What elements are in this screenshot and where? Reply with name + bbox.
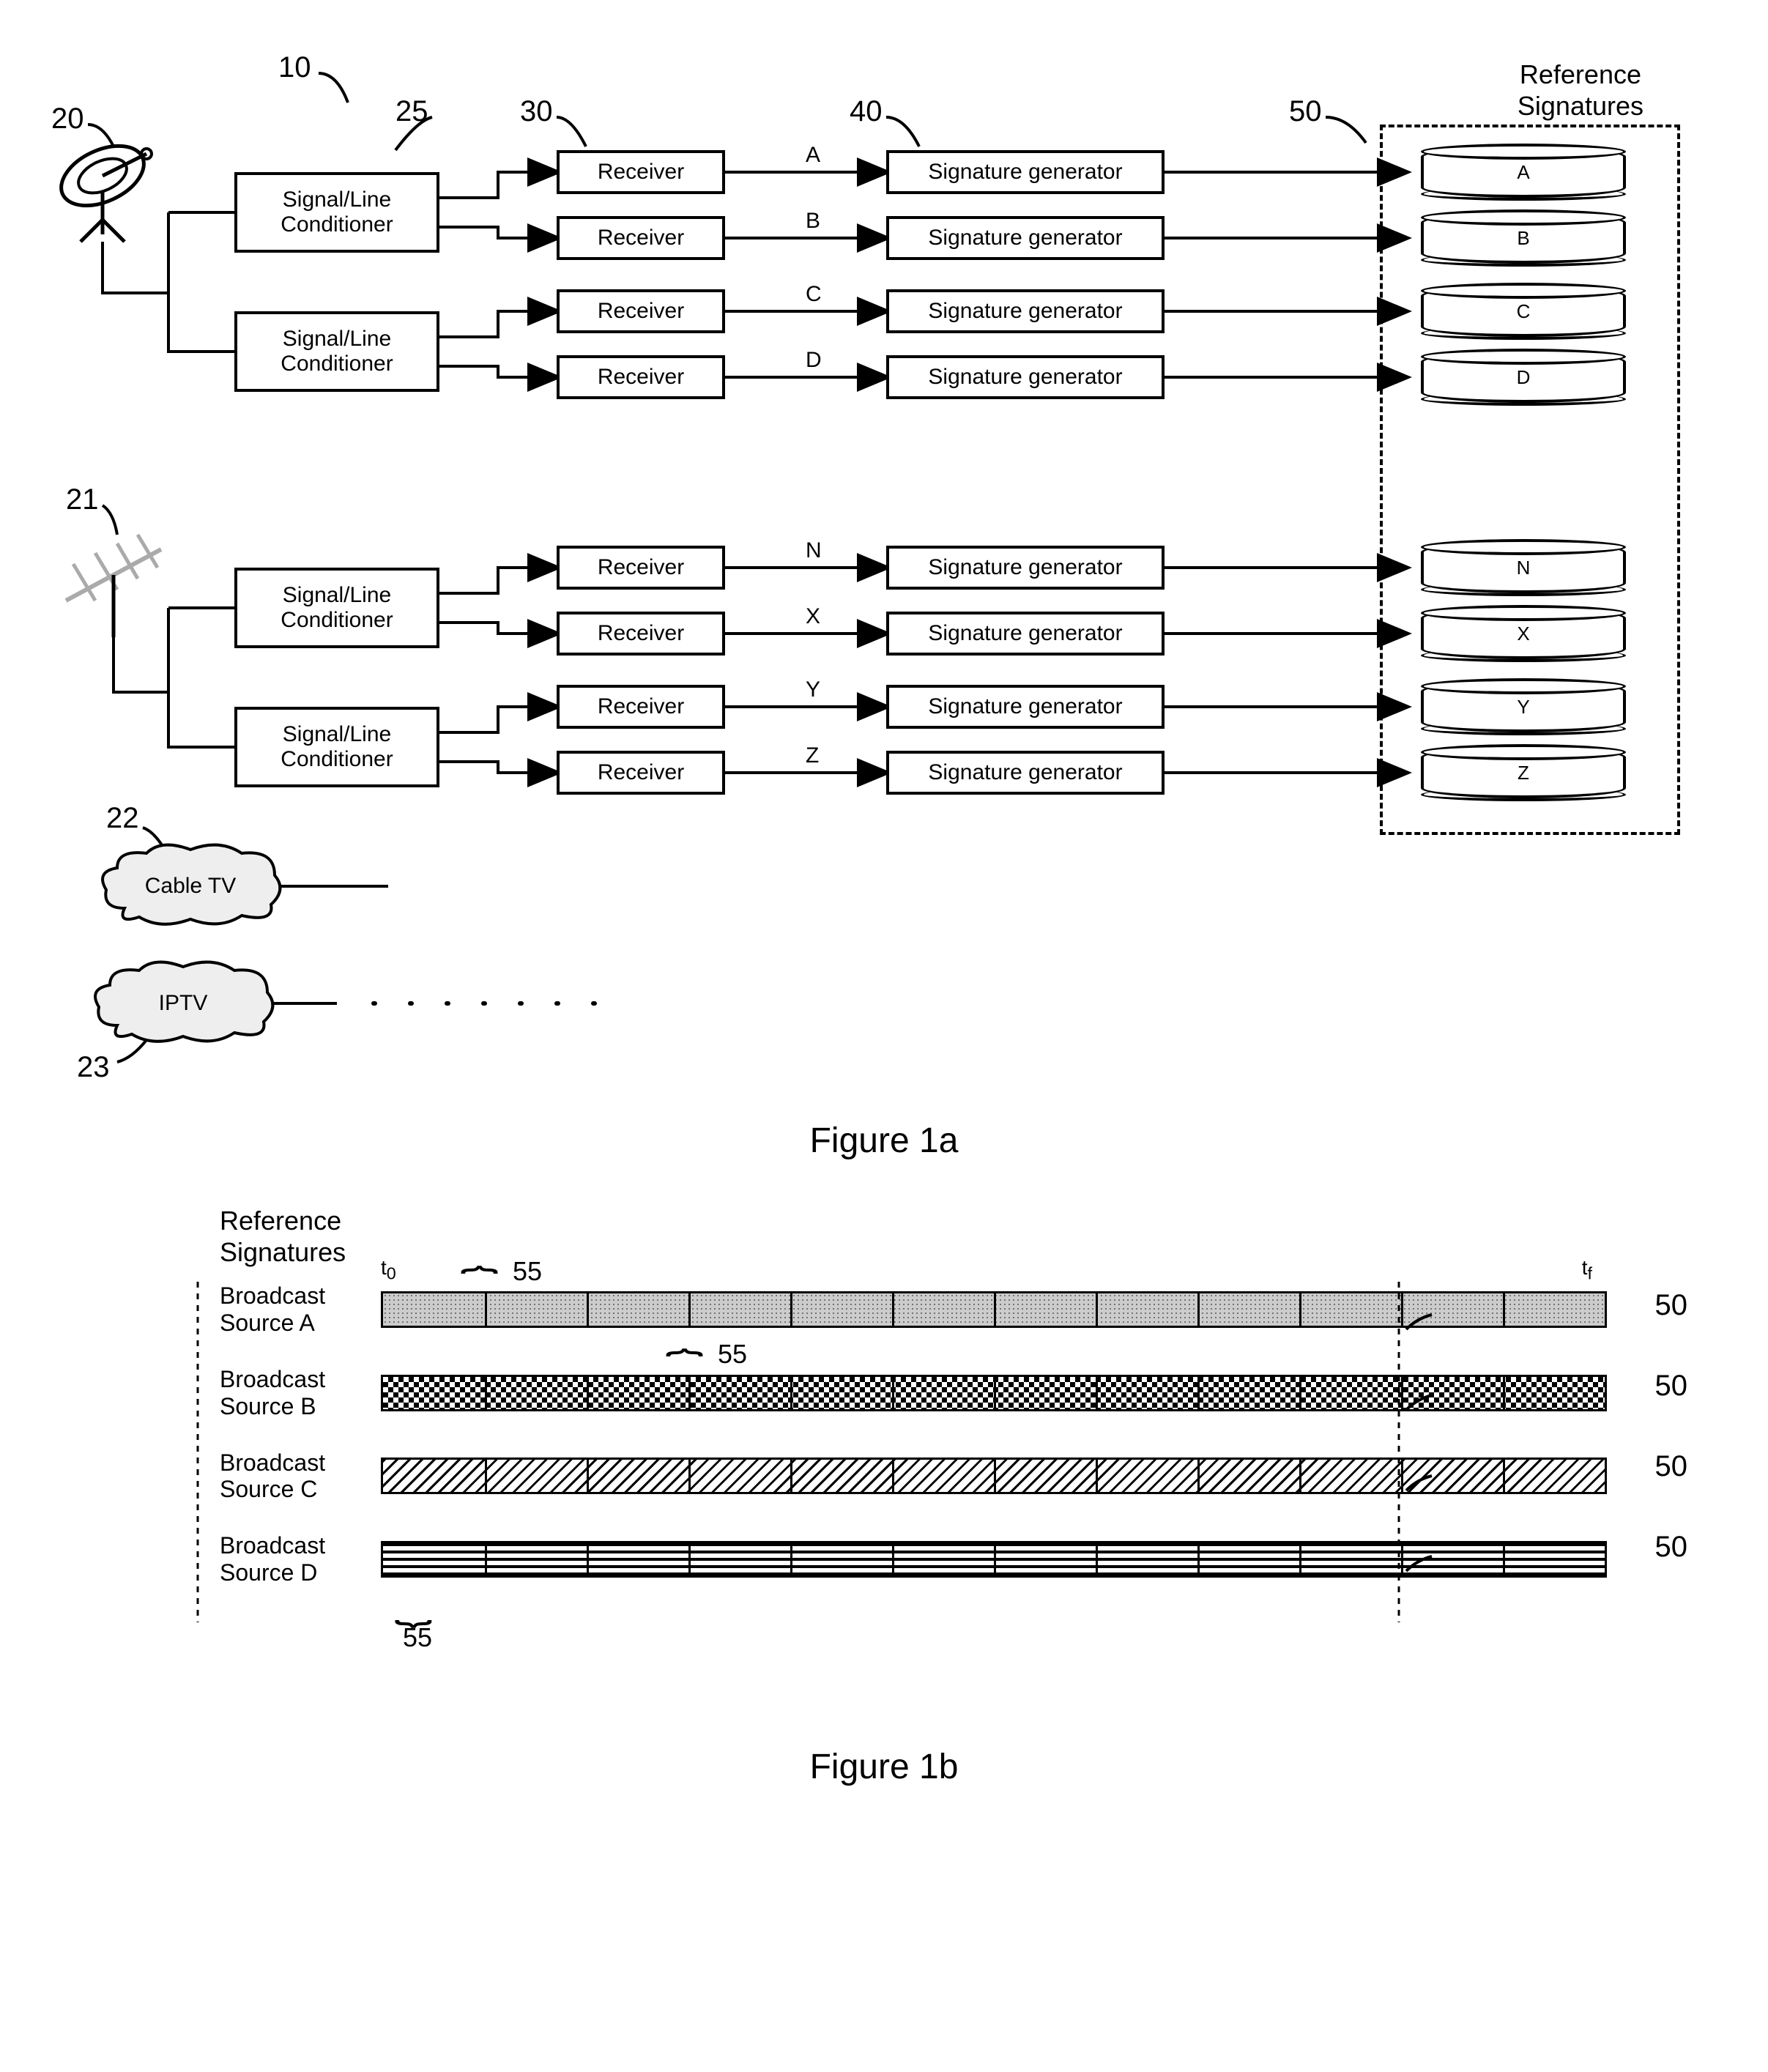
siggen-y: Signature generator [886,685,1165,729]
callout-40: 40 [850,95,883,128]
database-d: D [1421,352,1626,403]
siggen-b: Signature generator [886,216,1165,260]
brace-55-b: ⏟ [665,1350,703,1391]
signal-label-a: A [806,143,820,168]
signal-label-x: X [806,604,820,629]
brace-55-d: ⏟ [394,1586,432,1627]
callout-22: 22 [106,802,139,835]
database-z: Z [1421,747,1626,798]
cloud-cable-tv: Cable TV [95,842,286,930]
figure-1a-title: Figure 1a [29,1121,1739,1161]
callout-50-c: 50 [1655,1450,1688,1483]
track-label: Broadcast Source D [220,1532,381,1586]
track-row: Broadcast Source C [220,1449,1607,1504]
signal-label-y: Y [806,677,820,702]
callout-23: 23 [77,1051,110,1084]
callout-10: 10 [278,51,311,84]
conditioner-3: Signal/Line Conditioner [234,568,439,648]
track-row: Broadcast Source A [220,1282,1607,1337]
database-b: B [1421,212,1626,264]
database-c: C [1421,286,1626,337]
brace-55-a: ⏟ [460,1267,498,1308]
figure-1b-title: Figure 1b [29,1747,1739,1787]
receiver-x: Receiver [557,612,725,656]
conditioner-4: Signal/Line Conditioner [234,707,439,787]
siggen-x: Signature generator [886,612,1165,656]
tracks-container: Broadcast Source A Broadcast Source B Broa… [220,1282,1607,1586]
track-bar [381,1541,1607,1578]
siggen-a: Signature generator [886,150,1165,194]
callout-50-b: 50 [1655,1370,1688,1403]
track-bar [381,1291,1607,1328]
database-x: X [1421,608,1626,659]
track-row: Broadcast Source D [220,1532,1607,1586]
database-y: Y [1421,681,1626,732]
figure-1b: Reference Signatures t0 tf Broadcast Sou… [29,1205,1739,1718]
receiver-c: Receiver [557,289,725,333]
siggen-n: Signature generator [886,546,1165,590]
figure-1a: 10 20 25 30 40 50 21 22 23 Reference Sig… [29,29,1739,1091]
database-a: A [1421,146,1626,198]
receiver-z: Receiver [557,751,725,795]
signal-label-c: C [806,282,822,307]
conditioner-1: Signal/Line Conditioner [234,172,439,253]
signal-label-z: Z [806,743,819,768]
receiver-y: Receiver [557,685,725,729]
signal-label-d: D [806,348,822,373]
track-bar [381,1375,1607,1411]
cloud-iptv: IPTV [88,959,278,1047]
callout-21: 21 [66,483,99,516]
t-start-label: t0 [381,1256,396,1284]
callout-55-b: 55 [718,1339,747,1370]
siggen-z: Signature generator [886,751,1165,795]
callout-50: 50 [1289,95,1322,128]
receiver-a: Receiver [557,150,725,194]
callout-20: 20 [51,103,84,135]
reference-signatures-label: Reference Signatures [1518,59,1643,122]
track-bar [381,1458,1607,1494]
track-label: Broadcast Source C [220,1449,381,1504]
signal-label-b: B [806,209,820,234]
callout-50-a: 50 [1655,1289,1688,1322]
callout-55-d: 55 [403,1622,432,1653]
conditioner-2: Signal/Line Conditioner [234,311,439,392]
callout-30: 30 [520,95,553,128]
database-n: N [1421,542,1626,593]
siggen-c: Signature generator [886,289,1165,333]
callout-55-a: 55 [513,1256,542,1287]
track-label: Broadcast Source A [220,1282,381,1337]
fig1b-heading: Reference Signatures [220,1205,1607,1268]
t-end-label: tf [1582,1256,1592,1284]
siggen-d: Signature generator [886,355,1165,399]
track-label: Broadcast Source B [220,1366,381,1420]
signal-label-n: N [806,538,822,563]
receiver-n: Receiver [557,546,725,590]
callout-50-d: 50 [1655,1531,1688,1564]
track-row: Broadcast Source B [220,1366,1607,1420]
receiver-b: Receiver [557,216,725,260]
receiver-d: Receiver [557,355,725,399]
callout-25: 25 [395,95,428,128]
